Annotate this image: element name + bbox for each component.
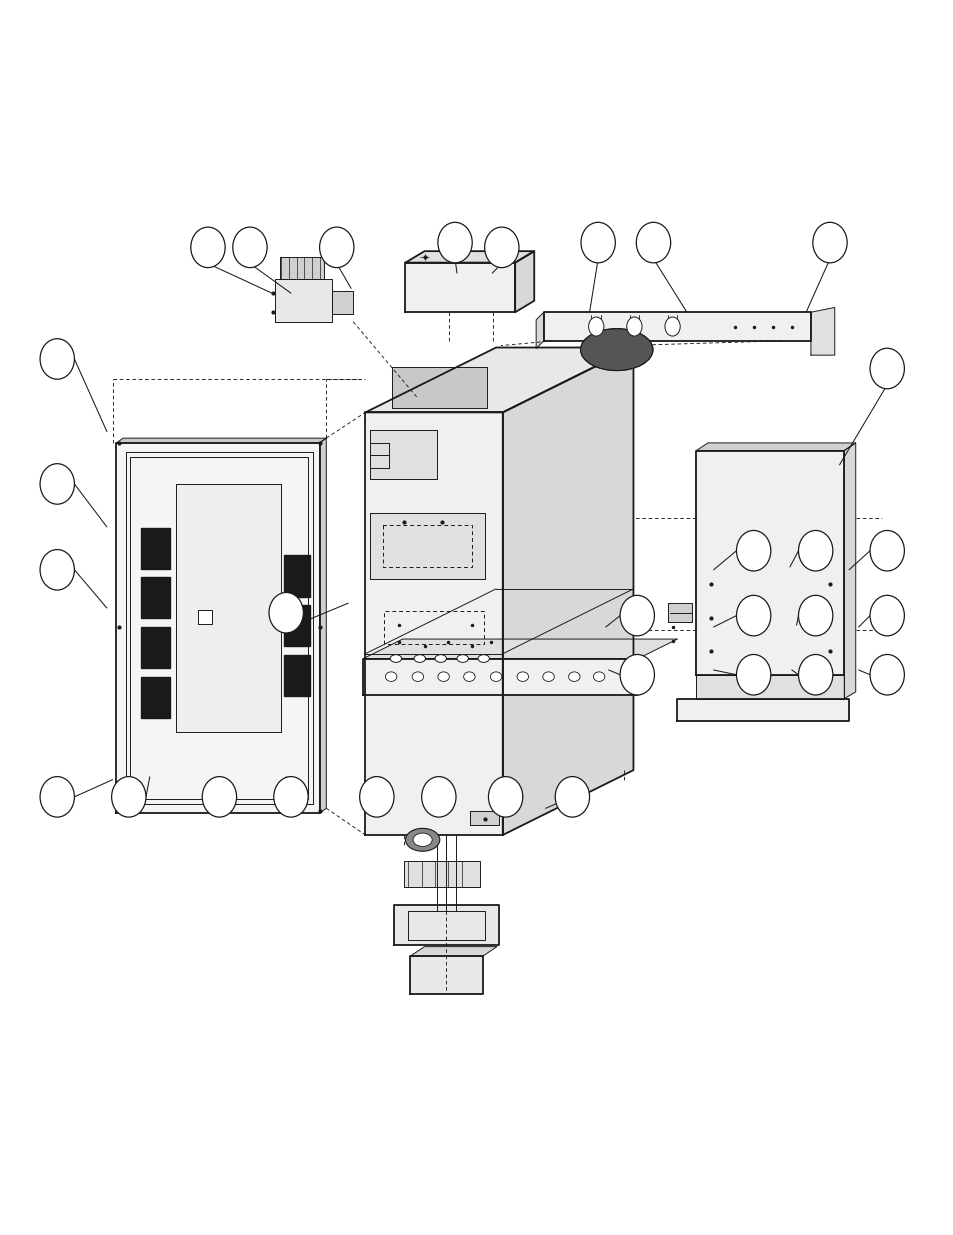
Polygon shape: [141, 527, 170, 569]
Ellipse shape: [798, 655, 832, 695]
Polygon shape: [405, 251, 534, 263]
Polygon shape: [677, 699, 848, 720]
Polygon shape: [116, 443, 319, 813]
Polygon shape: [279, 257, 324, 279]
Polygon shape: [696, 674, 843, 699]
Polygon shape: [394, 905, 498, 945]
Ellipse shape: [798, 531, 832, 571]
Ellipse shape: [798, 595, 832, 636]
Polygon shape: [363, 658, 638, 695]
Ellipse shape: [869, 348, 903, 389]
Ellipse shape: [437, 222, 472, 263]
Polygon shape: [403, 861, 479, 888]
Polygon shape: [543, 312, 810, 341]
Polygon shape: [319, 438, 326, 813]
Ellipse shape: [437, 672, 449, 682]
Ellipse shape: [869, 655, 903, 695]
Polygon shape: [667, 603, 691, 622]
Ellipse shape: [869, 595, 903, 636]
Ellipse shape: [555, 777, 589, 818]
Ellipse shape: [269, 593, 303, 634]
Ellipse shape: [619, 595, 654, 636]
Ellipse shape: [202, 777, 236, 818]
Polygon shape: [284, 655, 310, 695]
Ellipse shape: [40, 777, 74, 818]
Polygon shape: [843, 443, 855, 699]
Ellipse shape: [435, 655, 446, 662]
Polygon shape: [696, 443, 855, 451]
Polygon shape: [274, 279, 332, 322]
Ellipse shape: [619, 655, 654, 695]
Ellipse shape: [579, 329, 652, 370]
Polygon shape: [116, 438, 326, 443]
Ellipse shape: [390, 655, 401, 662]
Polygon shape: [810, 308, 834, 356]
Ellipse shape: [233, 227, 267, 268]
Ellipse shape: [414, 655, 425, 662]
Polygon shape: [176, 484, 281, 732]
Ellipse shape: [40, 550, 74, 590]
Polygon shape: [365, 412, 502, 835]
Polygon shape: [198, 610, 212, 624]
Polygon shape: [141, 627, 170, 668]
Polygon shape: [405, 263, 515, 312]
Polygon shape: [365, 347, 633, 412]
Ellipse shape: [736, 531, 770, 571]
Ellipse shape: [488, 777, 522, 818]
Polygon shape: [502, 347, 633, 835]
Ellipse shape: [517, 672, 528, 682]
Ellipse shape: [274, 777, 308, 818]
Polygon shape: [536, 312, 543, 348]
Polygon shape: [370, 430, 436, 479]
Polygon shape: [284, 556, 310, 597]
Ellipse shape: [319, 227, 354, 268]
Ellipse shape: [812, 222, 846, 263]
Ellipse shape: [413, 834, 432, 846]
Ellipse shape: [405, 829, 439, 851]
Ellipse shape: [477, 655, 489, 662]
Polygon shape: [696, 451, 843, 674]
Ellipse shape: [664, 317, 679, 336]
Polygon shape: [410, 947, 497, 956]
Ellipse shape: [636, 222, 670, 263]
Polygon shape: [141, 677, 170, 718]
Ellipse shape: [385, 672, 396, 682]
Ellipse shape: [40, 463, 74, 504]
Polygon shape: [410, 956, 482, 994]
Polygon shape: [392, 367, 487, 408]
Polygon shape: [470, 811, 498, 825]
Polygon shape: [370, 513, 484, 579]
Ellipse shape: [568, 672, 579, 682]
Ellipse shape: [580, 222, 615, 263]
Ellipse shape: [191, 227, 225, 268]
Ellipse shape: [869, 531, 903, 571]
Polygon shape: [284, 605, 310, 646]
Ellipse shape: [626, 317, 641, 336]
Ellipse shape: [484, 227, 518, 268]
Ellipse shape: [359, 777, 394, 818]
Ellipse shape: [412, 672, 423, 682]
Ellipse shape: [588, 317, 603, 336]
Ellipse shape: [456, 655, 468, 662]
Ellipse shape: [40, 338, 74, 379]
Ellipse shape: [736, 595, 770, 636]
Polygon shape: [141, 578, 170, 619]
Ellipse shape: [112, 777, 146, 818]
Ellipse shape: [463, 672, 475, 682]
Ellipse shape: [736, 655, 770, 695]
Ellipse shape: [542, 672, 554, 682]
Ellipse shape: [421, 777, 456, 818]
Polygon shape: [515, 251, 534, 312]
Ellipse shape: [490, 672, 501, 682]
Polygon shape: [363, 638, 677, 658]
Polygon shape: [332, 291, 353, 314]
Ellipse shape: [593, 672, 604, 682]
